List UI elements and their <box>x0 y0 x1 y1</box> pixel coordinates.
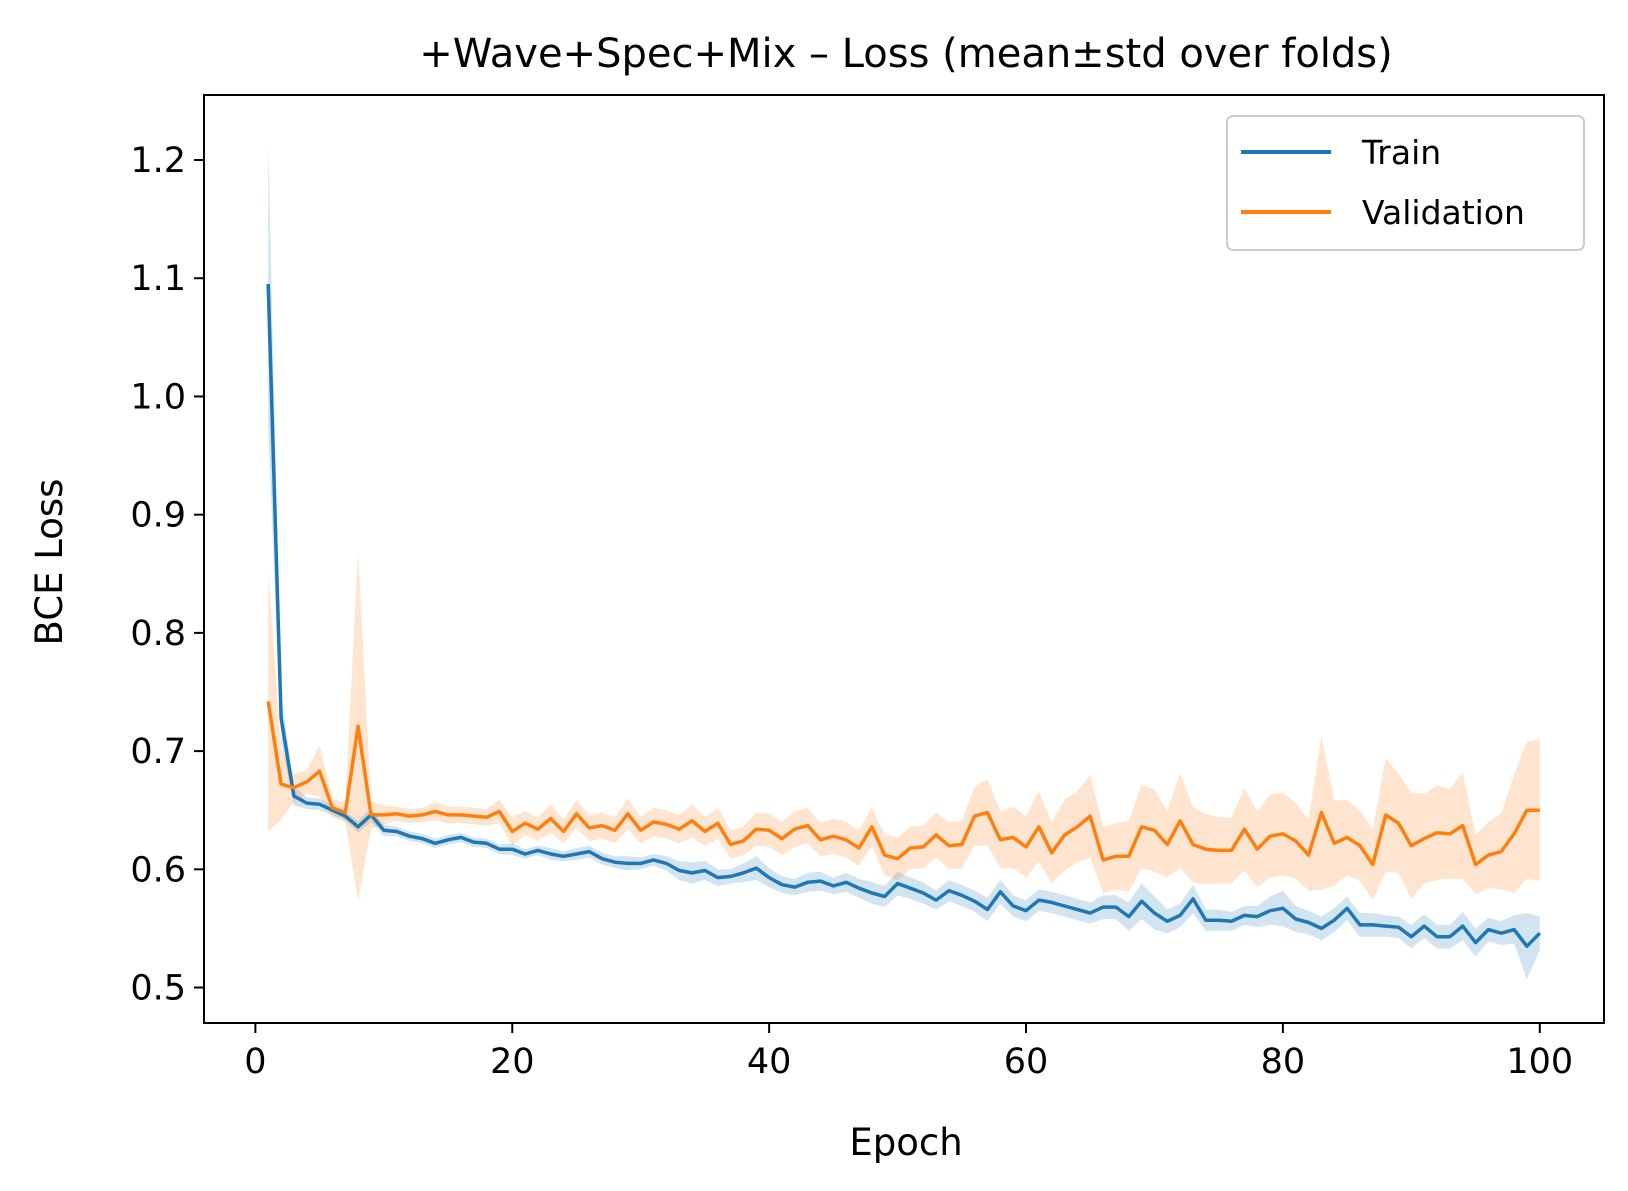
x-tick-label: 40 <box>747 1042 792 1082</box>
plot-area-frame <box>203 94 1605 1024</box>
validation-std-band <box>268 551 1540 902</box>
x-axis-ticks: 0 20 40 60 80 100 <box>244 1023 1573 1082</box>
chart-title: +Wave+Spec+Mix – Loss (mean±std over fol… <box>419 31 1393 77</box>
y-tick-label: 0.9 <box>130 496 186 536</box>
series-lines <box>266 284 1542 948</box>
y-tick-label: 1.0 <box>130 377 186 417</box>
legend-label-train: Train <box>1361 133 1441 172</box>
y-tick-label: 0.6 <box>130 850 186 890</box>
y-tick-label: 1.1 <box>130 259 186 299</box>
y-tick-label: 0.8 <box>130 614 186 654</box>
train-line <box>266 284 1542 948</box>
y-axis-label: BCE Loss <box>28 479 71 646</box>
legend-label-validation: Validation <box>1362 193 1525 232</box>
y-tick-label: 0.5 <box>130 969 186 1009</box>
x-tick-label: 80 <box>1261 1042 1306 1082</box>
legend-box <box>1226 115 1585 251</box>
legend: Train Validation <box>1226 115 1585 251</box>
x-axis-label: Epoch <box>849 1121 962 1164</box>
x-tick-label: 100 <box>1506 1042 1573 1082</box>
validation-line <box>266 701 1540 867</box>
y-tick-label: 0.7 <box>130 732 186 772</box>
x-tick-label: 60 <box>1004 1042 1049 1082</box>
std-bands <box>268 142 1540 980</box>
y-axis-ticks: 0.5 0.6 0.7 0.8 0.9 1.0 1.1 1.2 <box>130 141 204 1009</box>
x-tick-label: 0 <box>244 1042 266 1082</box>
y-tick-label: 1.2 <box>130 141 186 181</box>
x-tick-label: 20 <box>490 1042 535 1082</box>
